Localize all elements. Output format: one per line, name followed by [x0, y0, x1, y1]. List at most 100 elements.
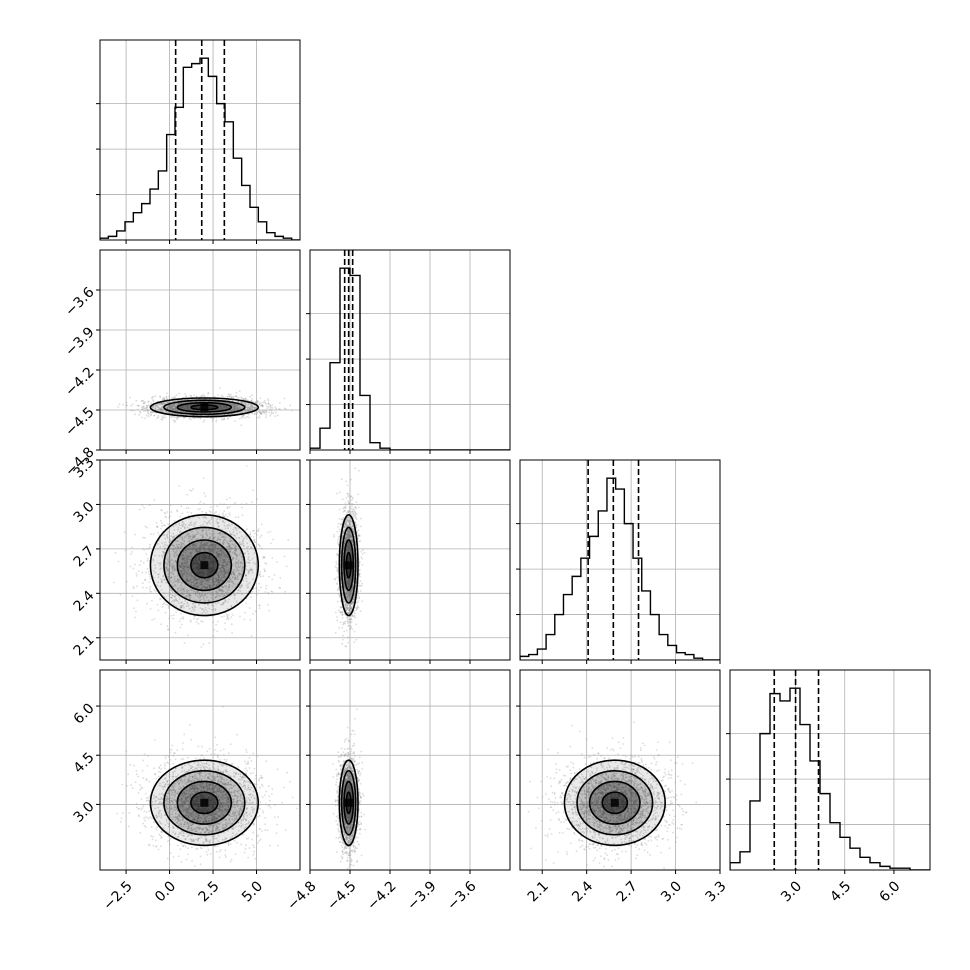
sample-point: [198, 567, 201, 570]
sample-point: [220, 590, 223, 592]
sample-point: [161, 410, 164, 413]
sample-point: [247, 586, 250, 588]
sample-point: [167, 559, 169, 561]
sample-point: [245, 410, 248, 413]
sample-point: [247, 409, 249, 412]
sample-point: [236, 405, 239, 407]
sample-point: [188, 532, 190, 535]
sample-point: [348, 494, 351, 497]
sample-point: [157, 407, 160, 409]
sample-point: [160, 408, 163, 411]
sample-point: [172, 565, 174, 568]
sample-point: [209, 558, 212, 560]
sample-point: [180, 570, 183, 572]
sample-point: [194, 562, 196, 565]
sample-point: [164, 406, 167, 409]
sample-point: [221, 554, 224, 556]
sample-point: [180, 406, 182, 408]
sample-point: [202, 643, 205, 646]
sample-point: [208, 567, 211, 570]
sample-point: [156, 603, 159, 606]
sample-point: [217, 525, 220, 528]
sample-point: [187, 548, 190, 550]
sample-point: [241, 543, 244, 545]
sample-point: [210, 568, 213, 570]
sample-point: [188, 580, 191, 582]
sample-point: [144, 579, 147, 582]
sample-point: [170, 589, 172, 592]
sample-point: [219, 404, 222, 407]
sample-point: [168, 562, 171, 565]
sample-point: [187, 569, 190, 572]
sample-point: [184, 393, 187, 395]
sample-point: [205, 554, 208, 557]
sample-point: [148, 504, 151, 507]
sample-point: [336, 583, 339, 586]
sample-point: [237, 516, 240, 519]
sample-point: [348, 609, 351, 612]
sample-point: [173, 408, 175, 411]
sample-point: [173, 407, 176, 410]
sample-point: [214, 549, 217, 552]
sample-point: [242, 540, 245, 543]
sample-point: [175, 580, 178, 583]
sample-point: [244, 401, 247, 404]
sample-point: [233, 404, 236, 406]
sample-point: [278, 401, 281, 404]
sample-point: [155, 405, 157, 408]
sample-point: [158, 573, 160, 575]
sample-point: [168, 591, 171, 594]
sample-point: [216, 591, 219, 594]
sample-point: [171, 409, 174, 412]
sample-point: [208, 406, 211, 409]
sample-point: [164, 566, 167, 569]
sample-point: [253, 413, 256, 415]
sample-point: [230, 573, 233, 575]
sample-point: [181, 566, 184, 569]
sample-point: [196, 582, 199, 585]
sample-point: [190, 577, 192, 580]
sample-point: [177, 547, 180, 549]
sample-point: [192, 547, 195, 550]
sample-point: [224, 406, 226, 409]
sample-point: [166, 406, 169, 409]
sample-point: [217, 602, 220, 604]
sample-point: [187, 507, 190, 509]
sample-point: [225, 405, 227, 408]
sample-point: [201, 395, 203, 398]
sample-point: [258, 409, 261, 412]
sample-point: [350, 540, 353, 542]
sample-point: [236, 562, 239, 565]
sample-point: [179, 405, 182, 408]
sample-point: [199, 554, 201, 557]
sample-point: [230, 616, 233, 618]
sample-point: [196, 578, 199, 581]
sample-point: [199, 570, 202, 573]
sample-point: [164, 562, 167, 564]
sample-point: [193, 543, 196, 546]
sample-point: [248, 407, 251, 410]
sample-point: [274, 415, 277, 417]
sample-point: [219, 404, 222, 406]
sample-point: [211, 604, 214, 607]
sample-point: [346, 583, 349, 586]
sample-point: [189, 547, 192, 549]
sample-point: [197, 568, 200, 570]
sample-point: [227, 558, 230, 561]
sample-point: [207, 604, 210, 607]
sample-point: [170, 406, 173, 408]
sample-point: [232, 404, 235, 407]
sample-point: [201, 547, 204, 550]
sample-point: [210, 560, 212, 562]
sample-point: [203, 554, 206, 557]
sample-point: [185, 560, 188, 562]
sample-point: [217, 574, 220, 577]
sample-point: [173, 412, 176, 415]
sample-point: [213, 574, 216, 577]
sample-point: [242, 566, 244, 569]
sample-point: [222, 406, 225, 409]
sample-point: [173, 600, 176, 603]
sample-point: [168, 548, 171, 551]
sample-point: [212, 635, 215, 638]
sample-point: [131, 546, 133, 549]
